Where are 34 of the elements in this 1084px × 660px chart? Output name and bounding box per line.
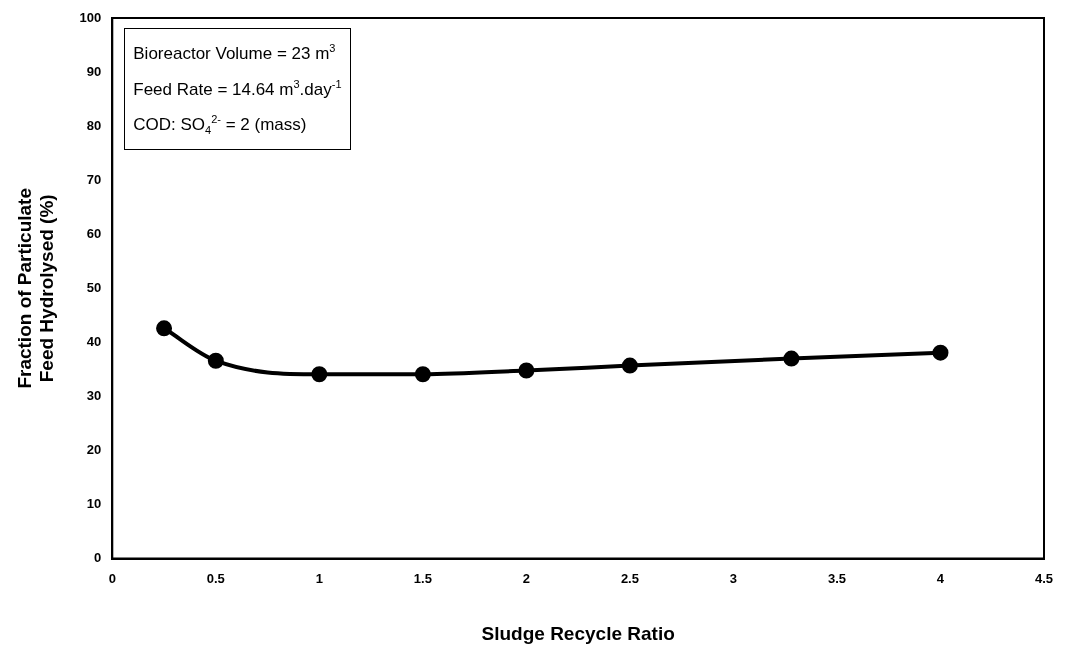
x-tick-label: 2 [522, 570, 530, 586]
x-tick-label: 3 [729, 570, 738, 586]
annotation: Feed Rate = 14.64 m$^{3}$.day$^{-1}$ [133, 76, 342, 101]
point [518, 362, 535, 379]
point [207, 352, 224, 369]
point [621, 357, 638, 374]
annotation: Bioreactor Volume = 23 m$^{3}$ [133, 41, 337, 65]
y-axis-title: Fraction of Particulate Feed Hydrolysed (%) [13, 188, 58, 389]
x-tick-label: 1 [315, 570, 323, 586]
point [156, 320, 173, 337]
point [311, 366, 328, 383]
y-tick-label: 20 [86, 442, 102, 458]
point [414, 366, 431, 383]
y-tick-label: 40 [86, 333, 102, 349]
x-tick-label: 0.5 [206, 570, 225, 586]
x-tick-label: 0 [108, 570, 116, 586]
y-tick-label: 100 [79, 9, 102, 25]
y-tick-label: 60 [86, 225, 102, 241]
point [783, 350, 800, 367]
x-axis-title: Sludge Recycle Ratio [481, 622, 675, 644]
y-tick-label: 30 [86, 388, 102, 403]
x-tick-label: 3.5 [827, 570, 846, 586]
y-tick-label: 50 [86, 279, 102, 295]
x-tick-label: 1.5 [413, 570, 432, 586]
y-tick-label: 70 [86, 171, 102, 187]
y-tick-label: 90 [86, 63, 102, 79]
y-tick-label: 10 [86, 496, 102, 512]
x-tick-label: 4.5 [1034, 570, 1054, 586]
x-tick-label: 2.5 [620, 570, 639, 586]
y-tick-label: 80 [86, 117, 102, 133]
annotation: COD: SO$_{4}$$^{2-}$ = 2 (mass) [133, 112, 308, 139]
point [932, 344, 949, 361]
y-tick-label: 0 [94, 550, 102, 566]
x-tick-label: 4 [936, 570, 945, 586]
